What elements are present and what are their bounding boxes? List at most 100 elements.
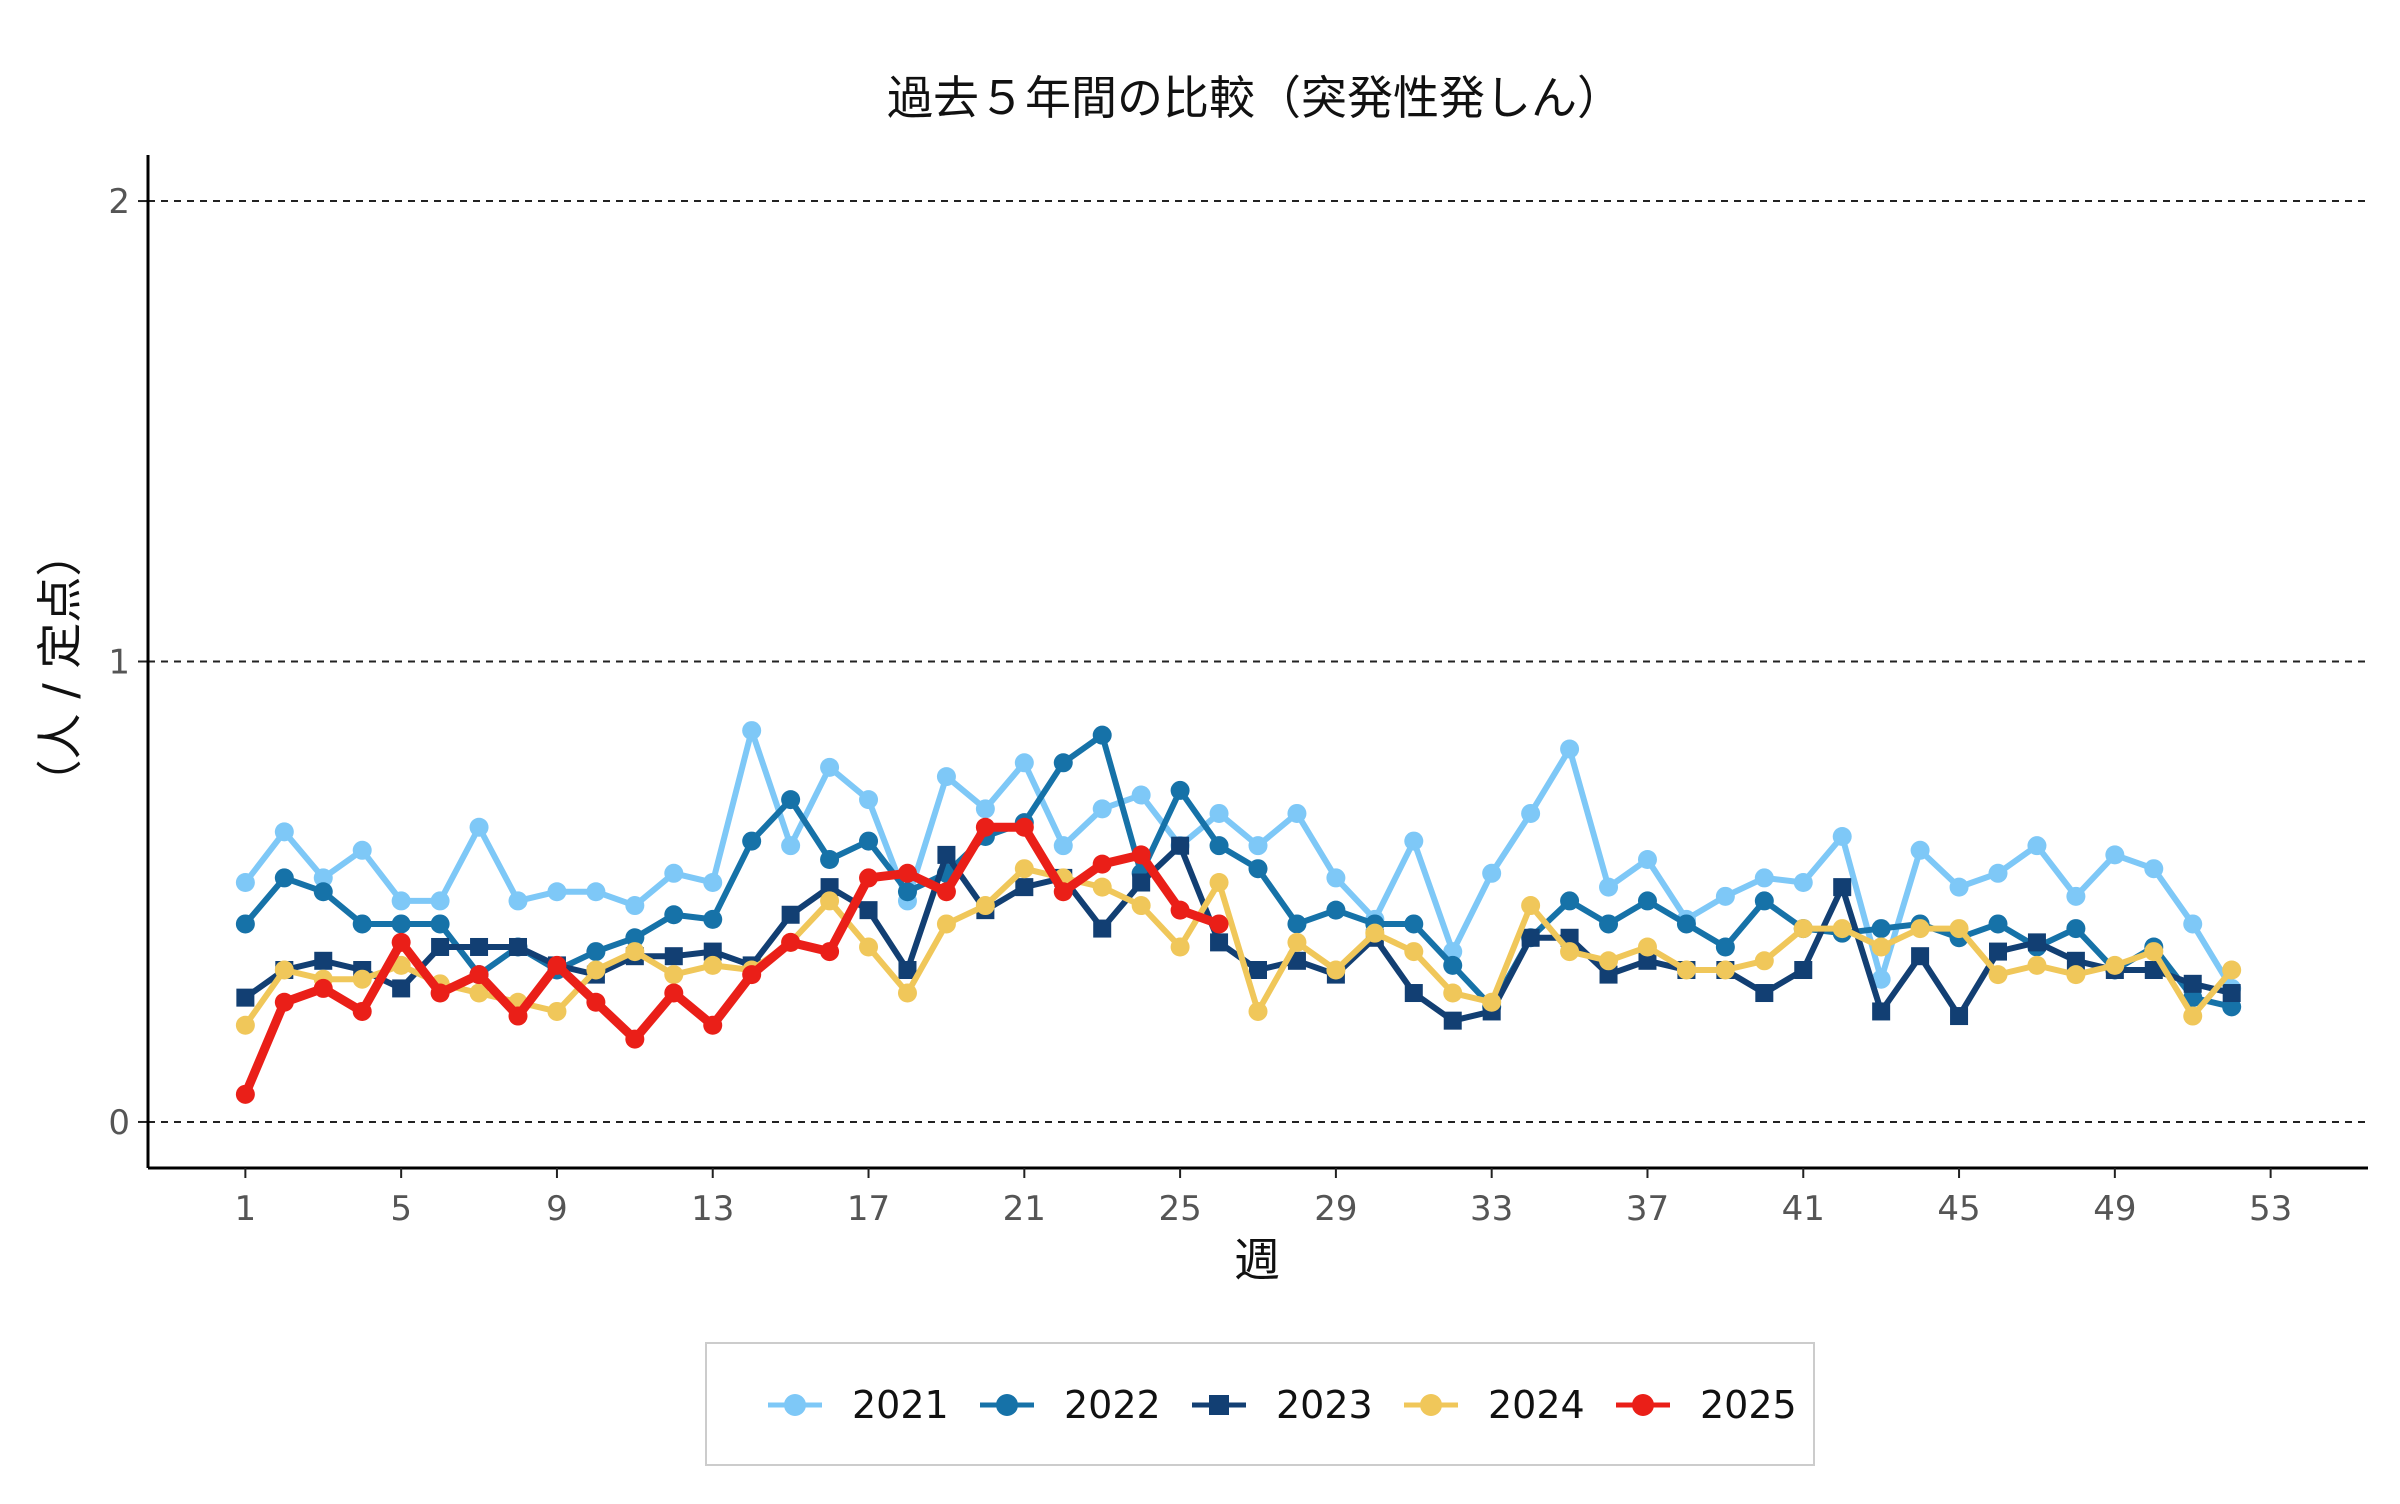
point-2022-week-32 [1443,955,1463,975]
point-2021-week-22 [1053,836,1073,856]
series-2021 [235,721,2242,998]
point-2021-week-41 [1793,873,1813,893]
point-2023-week-19 [937,845,956,864]
series-2024 [235,859,2242,1035]
point-2024-week-23 [1092,877,1112,897]
point-2021-week-17 [859,790,879,810]
point-2023-week-15 [781,905,800,924]
point-2022-week-15 [781,790,801,810]
point-2024-week-11 [625,942,645,962]
point-2022-week-1 [235,914,255,934]
point-2025-week-18 [897,863,917,883]
point-2021-week-35 [1560,739,1580,759]
legend-label-2021: 2021 [852,1383,949,1427]
point-2023-week-40 [1755,984,1774,1003]
legend-marker-2021 [784,1394,806,1416]
series-line-2024 [242,865,2235,1029]
point-2023-week-12 [664,947,683,966]
x-axis-label: 週 [1234,1233,1280,1287]
legend-label-2023: 2023 [1276,1383,1373,1427]
point-2025-week-13 [703,1015,723,1035]
point-2022-week-48 [2066,919,2086,939]
point-2023-week-7 [470,937,489,956]
legend-label-2022: 2022 [1064,1383,1161,1427]
point-2024-week-1 [235,1015,255,1035]
point-2025-week-10 [586,992,606,1012]
point-2025-week-3 [313,978,333,998]
point-2021-week-21 [1014,753,1034,773]
point-2022-week-11 [625,928,645,948]
point-2023-week-16 [820,878,839,897]
legend-item-2025: 2025 [1616,1383,1797,1427]
point-2024-week-16 [820,891,840,911]
point-2024-week-43 [1871,937,1891,957]
point-2025-week-24 [1131,845,1151,865]
y-tick-label-1: 1 [108,643,130,683]
point-2024-week-47 [2027,955,2047,975]
point-2025-week-20 [975,817,995,837]
point-2025-week-6 [430,983,450,1003]
point-2023-week-47 [2027,933,2046,952]
point-2024-week-29 [1326,960,1346,980]
point-2023-week-45 [1950,1007,1969,1026]
point-2021-week-10 [586,882,606,902]
point-2023-week-46 [1989,942,2007,961]
point-2024-week-40 [1754,951,1774,971]
legend-marker-2025 [1632,1394,1654,1416]
legend-items: 2021 2022 2023 2024 2025 [768,1383,1797,1427]
point-2021-week-44 [1910,840,1930,860]
point-2024-week-45 [1949,919,1969,939]
point-2024-week-5 [391,955,411,975]
point-2025-week-26 [1209,914,1229,934]
point-2021-week-29 [1326,868,1346,888]
point-2024-week-52 [2222,960,2242,980]
point-2022-week-40 [1754,891,1774,911]
point-2024-week-17 [859,937,879,957]
point-2024-week-51 [2183,1006,2203,1026]
point-2023-week-5 [392,979,411,998]
point-2021-week-9 [547,882,567,902]
point-2022-week-5 [391,914,411,934]
point-2021-week-45 [1949,877,1969,897]
point-2024-week-49 [2105,955,2125,975]
point-2025-week-14 [742,965,762,985]
legend-item-2021: 2021 [768,1383,949,1427]
point-2021-week-43 [1871,969,1891,989]
series-line-2021 [242,727,2235,992]
point-2024-week-20 [975,896,995,916]
series-2025 [235,817,1229,1104]
legend-item-2023: 2023 [1192,1383,1373,1427]
point-2022-week-36 [1599,914,1619,934]
point-2022-week-16 [820,849,840,869]
x-tick-label-13: 13 [691,1189,734,1229]
point-2023-week-34 [1521,928,1540,947]
point-2023-week-36 [1599,965,1618,984]
point-2024-week-28 [1287,932,1307,952]
point-2023-week-32 [1443,1011,1462,1030]
point-2022-week-28 [1287,914,1307,934]
series-line-2025 [240,822,1224,1099]
point-2023-week-8 [509,937,527,956]
point-2023-week-17 [859,901,878,920]
point-2023-week-23 [1093,919,1112,938]
point-2024-week-46 [1988,965,2008,985]
point-2024-week-4 [352,969,372,989]
point-2022-week-14 [742,831,762,851]
y-tick-label-0: 0 [108,1103,130,1143]
point-2022-week-51 [2183,988,2203,1008]
point-2022-week-2 [274,868,294,888]
point-2023-week-26 [1210,933,1229,952]
legend-item-2024: 2024 [1404,1383,1585,1427]
x-tick-label-53: 53 [2249,1189,2292,1229]
point-2025-week-1 [235,1084,255,1104]
point-2024-week-13 [703,955,723,975]
point-2024-week-9 [547,1001,567,1021]
point-2023-week-44 [1911,947,1930,966]
legend-marker-2024 [1420,1394,1442,1416]
point-2024-week-31 [1404,942,1424,962]
point-2021-week-13 [703,873,723,893]
point-2024-week-37 [1637,937,1657,957]
point-2022-week-25 [1170,780,1190,800]
point-2025-week-4 [352,1001,372,1021]
